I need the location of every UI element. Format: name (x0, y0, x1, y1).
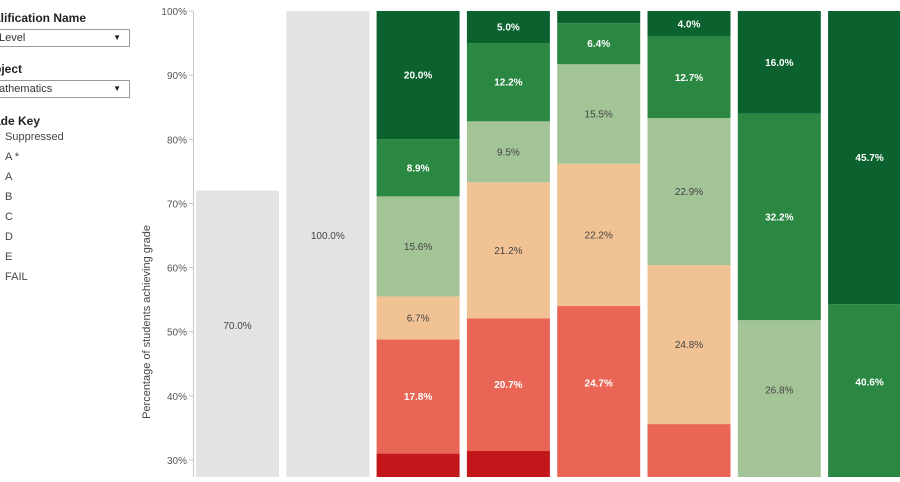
grade-key-item-c: C (5, 211, 13, 223)
bar-segment-a-star[interactable] (557, 11, 641, 24)
y-tick-label: 40% (167, 392, 187, 403)
bar-segment-a-star[interactable] (828, 11, 900, 305)
bar-segment-b[interactable] (376, 196, 460, 297)
data-label: 22.2% (585, 230, 613, 241)
data-label: 15.6% (404, 242, 432, 253)
data-label: 21.2% (494, 246, 522, 257)
bar-segment-a-star[interactable] (647, 11, 731, 37)
data-label: 9.5% (497, 147, 520, 158)
bar-segment-b[interactable] (647, 118, 731, 266)
data-label: 32.2% (765, 212, 793, 223)
data-label: 6.4% (587, 39, 610, 50)
grade-key-item-a: A (5, 171, 13, 183)
data-label: 20.0% (404, 71, 432, 82)
bar-segment-a-star[interactable] (466, 11, 550, 44)
filter-sidebar: alification Name Level ▼ bject athematic… (0, 0, 140, 477)
qualification-dropdown[interactable]: Level ▼ (0, 29, 130, 47)
y-axis-label: Percentage of students achieving grade (141, 225, 153, 419)
bar-segment-d[interactable] (466, 318, 550, 452)
subject-filter-title: bject (0, 62, 23, 76)
bar-segment-c[interactable] (557, 163, 641, 307)
subject-dropdown[interactable]: athematics ▼ (0, 80, 130, 98)
bar-segment-e[interactable] (376, 453, 460, 477)
grade-key-item-a-star: A * (5, 151, 20, 163)
bar-segment-suppressed[interactable] (196, 190, 279, 477)
bar-segment-c[interactable] (466, 182, 550, 319)
bar-segment-a[interactable] (737, 113, 821, 321)
bar-segment-a[interactable] (828, 304, 900, 477)
bar-segment-e[interactable] (466, 451, 550, 477)
data-label: 4.0% (678, 19, 701, 30)
data-label: 16.0% (765, 58, 793, 69)
bar-segment-b[interactable] (557, 64, 641, 164)
data-label: 12.7% (675, 73, 703, 84)
y-axis: 30% 40% 50% 60% 70% 80% 90% 100% (161, 7, 194, 477)
data-label: 26.8% (765, 386, 793, 397)
bar-segment-c[interactable] (376, 296, 460, 340)
y-tick-label: 90% (167, 71, 187, 82)
y-tick-label: 80% (167, 135, 187, 146)
chart-canvas: 30% 40% 50% 60% 70% 80% 90% 100% 70.0% 100.0% 17.… (141, 7, 900, 477)
bar-segment-d[interactable] (376, 339, 460, 454)
y-tick-label: 50% (167, 328, 187, 339)
data-label: 5.0% (497, 23, 520, 34)
bar-segment-a[interactable] (557, 23, 641, 65)
grade-key-item-suppressed: Suppressed (5, 131, 64, 143)
grade-key-item-e: E (5, 251, 13, 263)
data-label: 45.7% (855, 153, 883, 164)
bar-segment-suppressed[interactable] (286, 11, 370, 477)
bars (196, 11, 900, 477)
grade-key-item-b: B (5, 191, 13, 203)
bar-segment-a[interactable] (376, 139, 460, 197)
subject-dropdown-value: athematics (0, 83, 53, 95)
grade-key-item-d: D (5, 231, 13, 243)
grade-key-title: ade Key (0, 114, 41, 128)
data-label: 22.9% (675, 187, 703, 198)
data-label: 6.7% (407, 313, 430, 324)
data-label: 8.9% (407, 163, 430, 174)
data-label: 40.6% (855, 378, 883, 389)
data-label: 15.5% (585, 109, 613, 120)
data-label: 12.2% (494, 78, 522, 89)
data-label: 100.0% (311, 231, 345, 242)
chevron-down-icon: ▼ (113, 84, 121, 93)
qualification-filter-title: alification Name (0, 11, 87, 25)
bar-segment-c[interactable] (647, 265, 731, 425)
data-label: 17.8% (404, 392, 432, 403)
bar-segment-b[interactable] (466, 121, 550, 183)
data-label: 24.8% (675, 340, 703, 351)
bar-segment-d[interactable] (647, 424, 731, 477)
bar-segment-a[interactable] (466, 43, 550, 122)
data-labels: 70.0% 100.0% 17.8% 6.7% 15.6% 8.9% 20.0% 20.7% 2… (223, 19, 884, 403)
bar-segment-d[interactable] (557, 306, 641, 477)
y-tick-label: 70% (167, 199, 187, 210)
chevron-down-icon: ▼ (113, 33, 121, 42)
stacked-bar-chart: 30% 40% 50% 60% 70% 80% 90% 100% 70.0% 100.0% 17.… (140, 0, 900, 477)
data-label: 70.0% (223, 321, 251, 332)
bar-segment-a-star[interactable] (737, 11, 821, 114)
bar-segment-b[interactable] (737, 320, 821, 477)
y-tick-label: 100% (161, 7, 187, 18)
qualification-dropdown-value: Level (0, 32, 26, 44)
data-label: 20.7% (494, 380, 522, 391)
bar-segment-a-star[interactable] (376, 11, 460, 140)
y-tick-label: 30% (167, 456, 187, 467)
grade-key-item-fail: FAIL (5, 271, 28, 283)
data-label: 24.7% (585, 379, 613, 390)
y-tick-label: 60% (167, 264, 187, 275)
bar-segment-a[interactable] (647, 36, 731, 119)
